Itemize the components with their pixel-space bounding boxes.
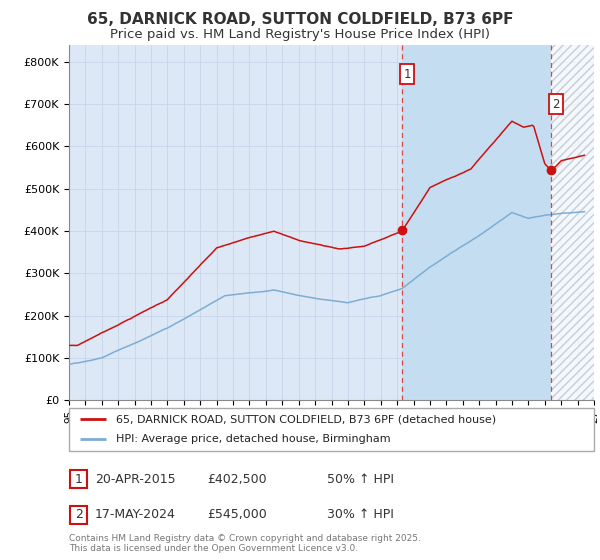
Text: 1: 1	[403, 68, 411, 81]
FancyBboxPatch shape	[70, 470, 87, 488]
FancyBboxPatch shape	[70, 506, 87, 524]
Text: 20-APR-2015: 20-APR-2015	[95, 473, 175, 486]
Text: Contains HM Land Registry data © Crown copyright and database right 2025.
This d: Contains HM Land Registry data © Crown c…	[69, 534, 421, 553]
Text: 2: 2	[74, 508, 83, 521]
Text: 2: 2	[552, 97, 560, 110]
Text: 65, DARNICK ROAD, SUTTON COLDFIELD, B73 6PF (detached house): 65, DARNICK ROAD, SUTTON COLDFIELD, B73 …	[116, 414, 496, 424]
Text: £402,500: £402,500	[207, 473, 266, 486]
Bar	[402, 45, 551, 400]
Text: £545,000: £545,000	[207, 508, 267, 521]
Text: HPI: Average price, detached house, Birmingham: HPI: Average price, detached house, Birm…	[116, 434, 391, 444]
Text: 50% ↑ HPI: 50% ↑ HPI	[327, 473, 394, 486]
Text: 17-MAY-2024: 17-MAY-2024	[95, 508, 176, 521]
Text: 30% ↑ HPI: 30% ↑ HPI	[327, 508, 394, 521]
Text: 1: 1	[74, 473, 83, 486]
Text: Price paid vs. HM Land Registry's House Price Index (HPI): Price paid vs. HM Land Registry's House …	[110, 28, 490, 41]
Bar	[551, 45, 594, 400]
Text: 65, DARNICK ROAD, SUTTON COLDFIELD, B73 6PF: 65, DARNICK ROAD, SUTTON COLDFIELD, B73 …	[87, 12, 513, 27]
Bar	[551, 45, 594, 400]
FancyBboxPatch shape	[69, 408, 594, 451]
